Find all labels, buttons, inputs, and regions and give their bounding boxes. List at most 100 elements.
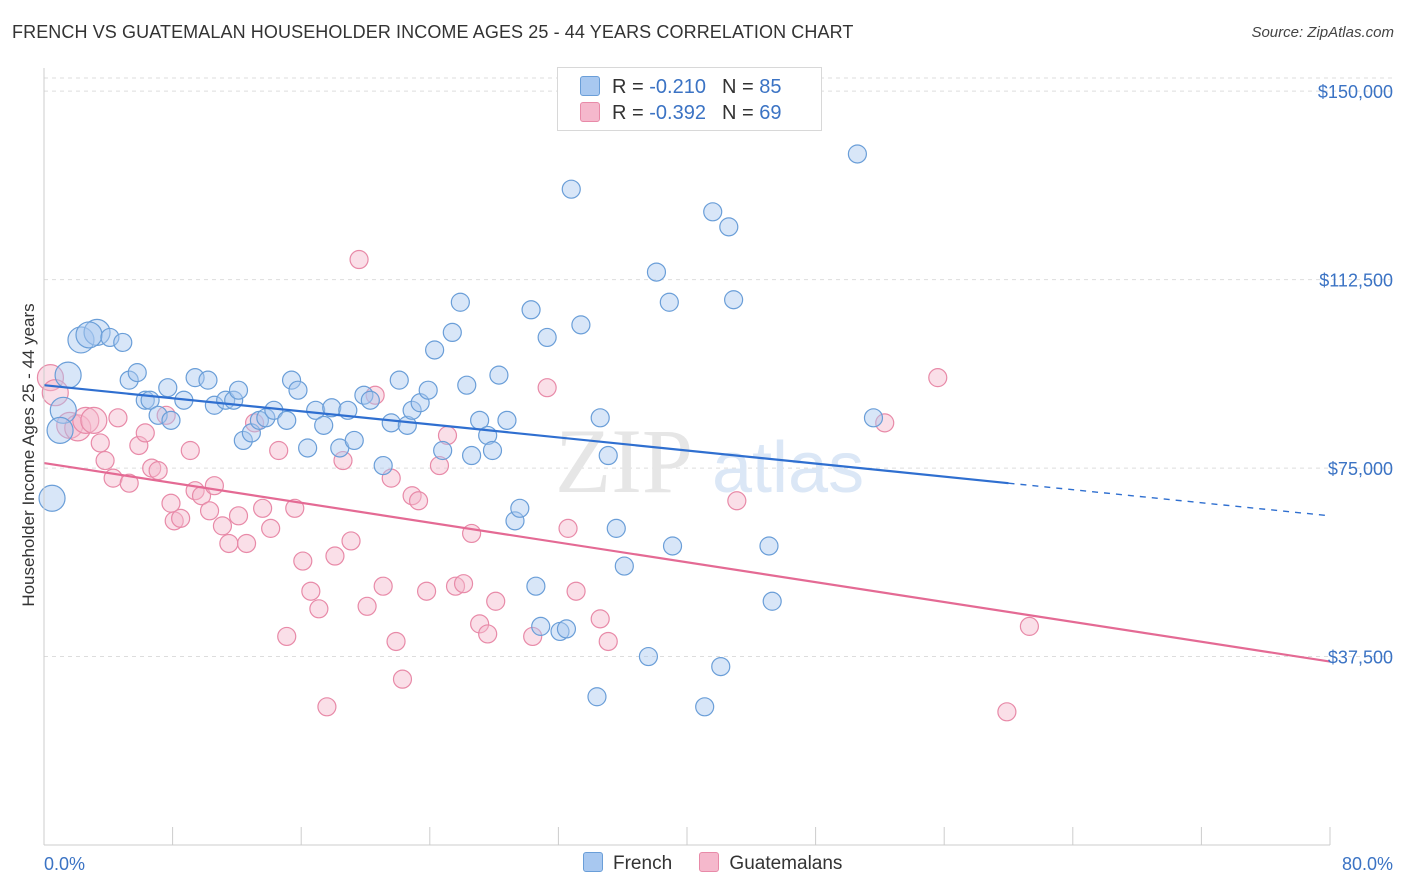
guatemalans-point	[277, 626, 297, 647]
french-point	[161, 410, 181, 430]
french-point	[433, 440, 453, 461]
french-point	[54, 361, 82, 389]
guatemalans-point	[135, 423, 155, 443]
french-point	[322, 398, 342, 418]
french-point	[425, 340, 445, 360]
legend-swatch-french	[580, 76, 600, 96]
french-point	[314, 415, 334, 435]
french-point	[119, 370, 139, 390]
guatemalans-point	[261, 518, 281, 538]
french-point	[526, 576, 546, 596]
guatemalans-point	[486, 591, 506, 611]
guatemalans-trend-line	[43, 461, 1331, 663]
french-point	[863, 408, 884, 428]
guatemalans-point	[357, 596, 377, 616]
grid-lines	[44, 77, 1395, 658]
guatemalans-point	[590, 609, 610, 629]
axes: $37,500 $75,000 $112,500 $150,000	[43, 68, 1393, 846]
french-point	[646, 262, 667, 282]
watermark-atlas: atlas	[712, 428, 864, 508]
guatemalans-point	[236, 533, 257, 554]
guatemalans-point	[386, 631, 406, 652]
guatemalans-point	[80, 406, 108, 434]
french-point	[598, 445, 618, 466]
french-point	[482, 440, 503, 461]
french-point	[719, 217, 739, 237]
guatemalans-point	[1019, 616, 1039, 636]
french-point	[344, 430, 364, 451]
legend-n-label: N =	[721, 76, 754, 98]
guatemalans-point	[253, 498, 273, 518]
french-point	[100, 327, 120, 348]
french-point	[587, 687, 607, 707]
guatemalans-point	[445, 576, 466, 596]
french-point	[373, 455, 393, 476]
guatemalans-points	[36, 249, 1039, 722]
french-point	[298, 438, 318, 458]
french-point	[614, 556, 634, 576]
legend-row-french: R = -0.210 N = 85	[580, 76, 781, 100]
y-tick-label: $150,000	[1318, 82, 1393, 102]
french-point	[711, 656, 731, 677]
legend-n-value: 69	[759, 102, 782, 124]
guatemalans-point	[301, 581, 321, 601]
guatemalans-point	[341, 531, 361, 551]
guatemalans-point	[333, 450, 353, 471]
guatemalans-point	[429, 455, 450, 476]
french-swatch	[583, 852, 603, 872]
series-legend-french: French	[583, 852, 672, 875]
guatemalans-point	[402, 486, 422, 506]
guatemalans-point	[875, 413, 895, 433]
french-point	[497, 410, 517, 430]
guatemalans-point	[119, 473, 139, 493]
guatemalans-point	[373, 576, 393, 596]
guatemalans-point	[392, 669, 413, 689]
french-point	[510, 498, 530, 518]
guatemalans-point	[453, 574, 474, 594]
guatemalans-point	[349, 249, 369, 270]
french-point	[590, 408, 610, 428]
legend-r-label: R =	[612, 102, 644, 124]
guatemalans-point	[285, 498, 305, 518]
french-point	[847, 144, 867, 164]
french-point	[158, 378, 178, 398]
guatemalans-point	[416, 581, 437, 601]
guatemalans-point	[108, 408, 128, 428]
french-point	[662, 536, 683, 556]
french-point	[561, 179, 581, 199]
french-point	[228, 380, 249, 400]
guatemalans-point	[470, 614, 490, 634]
legend-n-label: N =	[721, 102, 754, 124]
legend-swatch-guatemalans	[580, 102, 600, 122]
french-point	[354, 385, 374, 405]
french-point	[381, 413, 401, 433]
french-point	[505, 511, 525, 531]
y-tick-label: $112,500	[1319, 271, 1393, 291]
french-point	[571, 315, 591, 335]
french-point	[256, 408, 276, 428]
guatemalans-point	[317, 697, 337, 717]
correlation-legend: R = -0.210 N = 85 R = -0.392 N = 69	[557, 67, 822, 131]
french-point	[389, 370, 409, 390]
french-point	[703, 202, 723, 222]
chart-title: FRENCH VS GUATEMALAN HOUSEHOLDER INCOME …	[12, 22, 854, 42]
guatemalans-point	[325, 546, 345, 566]
french-point	[67, 326, 95, 354]
french-point	[606, 518, 626, 538]
french-point	[113, 332, 133, 353]
french-point	[281, 370, 302, 390]
french-point	[659, 292, 679, 312]
french-point	[489, 365, 509, 385]
french-point	[556, 619, 577, 639]
source-label: Source: ZipAtlas.com	[1251, 24, 1394, 41]
french-point	[46, 416, 74, 444]
y-tick-label: $75,000	[1328, 459, 1393, 479]
legend-r-label: R =	[612, 76, 644, 98]
guatemalans-point	[204, 476, 224, 496]
guatemalans-point	[129, 435, 149, 456]
guatemalans-point	[558, 518, 578, 538]
watermark-zip: ZIP	[555, 410, 693, 512]
legend-r-value: -0.392	[649, 102, 706, 124]
trend-lines	[43, 384, 1331, 663]
